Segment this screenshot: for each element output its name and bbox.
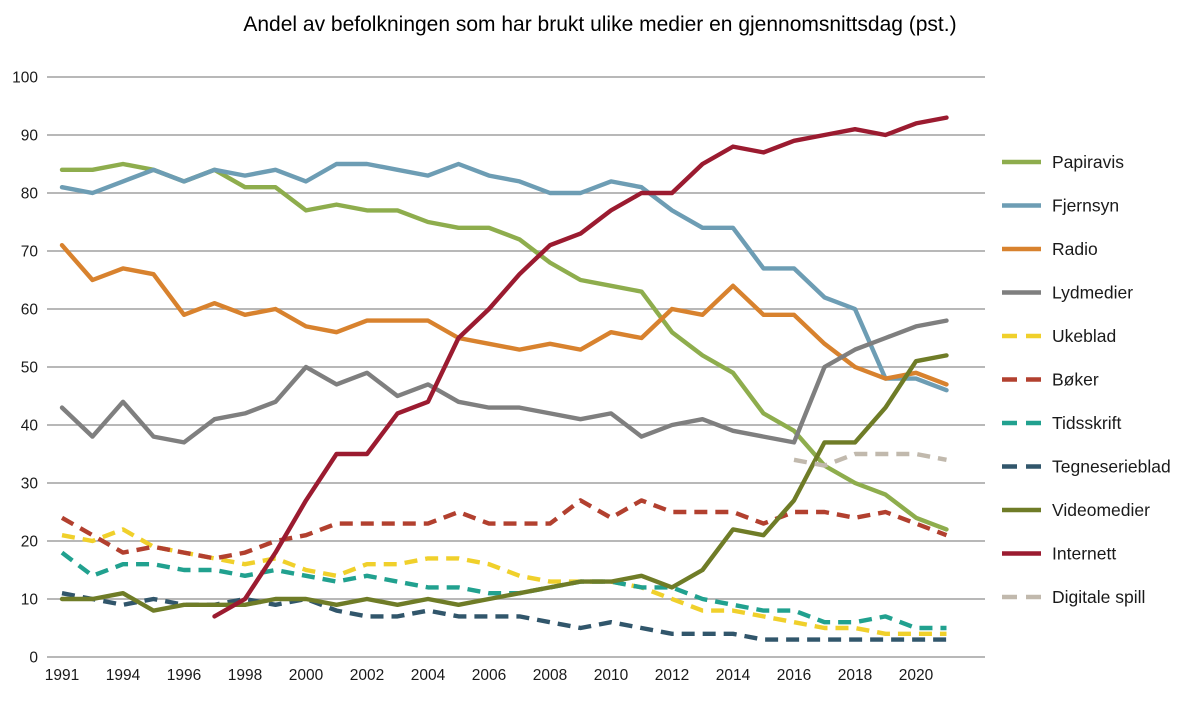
legend-item-b-ker: Bøker bbox=[1002, 370, 1099, 390]
y-axis-tick-label: 10 bbox=[21, 592, 39, 609]
x-axis-tick-label: 2012 bbox=[655, 667, 689, 684]
series-line-radio bbox=[59, 242, 949, 387]
legend-label-digitale-spill: Digitale spill bbox=[1052, 587, 1145, 607]
legend-item-papiravis: Papiravis bbox=[1002, 152, 1124, 172]
x-axis-tick-label: 1994 bbox=[106, 667, 141, 684]
series-line-lydmedier bbox=[59, 318, 949, 445]
y-axis-tick-label: 70 bbox=[21, 244, 39, 261]
x-axis-tick-label: 2018 bbox=[838, 667, 872, 684]
legend-label-papiravis: Papiravis bbox=[1052, 152, 1124, 172]
x-axis-tick-label: 2002 bbox=[350, 667, 384, 684]
x-axis-tick-label: 1998 bbox=[228, 667, 262, 684]
legend-item-fjernsyn: Fjernsyn bbox=[1002, 196, 1119, 216]
legend-item-tidsskrift: Tidsskrift bbox=[1002, 413, 1121, 433]
x-axis-tick-label: 2004 bbox=[411, 667, 446, 684]
y-axis-tick-label: 80 bbox=[21, 186, 39, 203]
legend-item-digitale-spill: Digitale spill bbox=[1002, 587, 1145, 607]
y-axis-tick-label: 90 bbox=[21, 128, 39, 145]
legend-item-tegneserieblad: Tegneserieblad bbox=[1002, 457, 1171, 477]
x-axis-tick-label: 1996 bbox=[167, 667, 201, 684]
legend-label-ukeblad: Ukeblad bbox=[1052, 326, 1116, 346]
series-line-internett bbox=[212, 115, 949, 619]
legend-item-lydmedier: Lydmedier bbox=[1002, 283, 1133, 303]
legend-label-internett: Internett bbox=[1052, 544, 1116, 564]
x-axis-tick-label: 2014 bbox=[716, 667, 751, 684]
y-axis-tick-label: 60 bbox=[21, 302, 39, 319]
series-line-tidsskrift bbox=[60, 550, 947, 631]
series-line-tegneserieblad bbox=[61, 591, 947, 642]
y-axis-tick-label: 30 bbox=[21, 476, 39, 493]
legend-label-fjernsyn: Fjernsyn bbox=[1052, 196, 1119, 216]
x-axis-tick-label: 2016 bbox=[777, 667, 811, 684]
series-line-fjernsyn bbox=[59, 161, 949, 393]
legend-label-b-ker: Bøker bbox=[1052, 370, 1099, 390]
legend-label-tidsskrift: Tidsskrift bbox=[1052, 413, 1121, 433]
y-axis-tick-label: 50 bbox=[21, 360, 39, 377]
x-axis-tick-label: 2020 bbox=[899, 667, 934, 684]
y-axis-tick-label: 100 bbox=[12, 70, 38, 87]
legend-item-ukeblad: Ukeblad bbox=[1002, 326, 1116, 346]
y-axis-tick-label: 0 bbox=[29, 650, 38, 667]
legend-item-internett: Internett bbox=[1002, 544, 1116, 564]
legend-label-lydmedier: Lydmedier bbox=[1052, 283, 1133, 303]
y-axis-tick-label: 40 bbox=[21, 418, 39, 435]
legend-label-radio: Radio bbox=[1052, 239, 1098, 259]
x-axis-tick-label: 2010 bbox=[594, 667, 629, 684]
legend-label-tegneserieblad: Tegneserieblad bbox=[1052, 457, 1171, 477]
series-line-videomedier bbox=[59, 353, 949, 613]
x-axis-tick-label: 1991 bbox=[45, 667, 79, 684]
series-line-digitale-spill bbox=[793, 451, 947, 468]
series-line-b-ker bbox=[60, 498, 948, 561]
legend-item-radio: Radio bbox=[1002, 239, 1098, 259]
y-axis-tick-label: 20 bbox=[21, 534, 39, 551]
legend-item-videomedier: Videomedier bbox=[1002, 500, 1150, 520]
x-axis-tick-label: 2000 bbox=[289, 667, 324, 684]
chart-title: Andel av befolkningen som har brukt ulik… bbox=[243, 13, 957, 36]
legend-label-videomedier: Videomedier bbox=[1052, 500, 1150, 520]
x-axis-tick-label: 2006 bbox=[472, 667, 506, 684]
x-axis-tick-label: 2008 bbox=[533, 667, 567, 684]
